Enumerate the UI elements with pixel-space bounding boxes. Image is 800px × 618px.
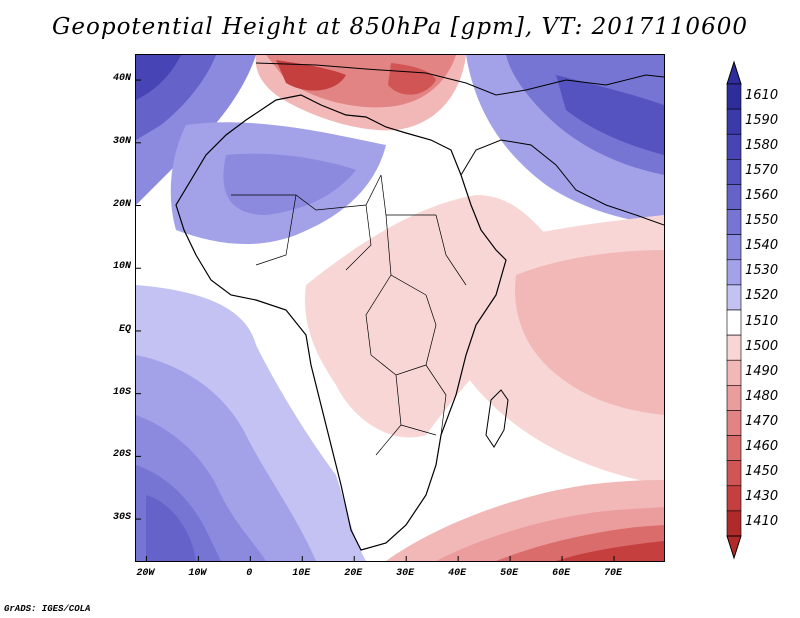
footer-credit: GrADS: IGES/COLA	[4, 604, 91, 614]
colorbar-level-label: 1540	[745, 238, 779, 254]
colorbar-swatch	[726, 184, 742, 210]
colorbar-bottom-arrow	[726, 535, 742, 560]
chart-title: Geopotential Height at 850hPa [gpm], VT:…	[52, 14, 748, 40]
field-band-asia-1570	[556, 75, 664, 155]
map-gridlines	[136, 79, 615, 561]
colorbar-swatch	[726, 435, 742, 461]
colorbar-level-label: 1610	[745, 87, 779, 103]
colorbar-swatch	[726, 485, 742, 512]
colorbar-level-label: 1470	[745, 414, 779, 429]
arabia-coastline	[460, 139, 664, 226]
colorbar-swatch	[726, 309, 742, 336]
lat-tick-label: 30S	[112, 512, 131, 524]
colorbar-swatch	[726, 209, 742, 235]
colorbar-swatch	[726, 83, 742, 110]
colorbar-swatch	[726, 334, 742, 361]
colorbar-swatch	[726, 460, 742, 487]
colorbar-level-label: 1460	[745, 439, 779, 455]
colorbar-swatch	[726, 410, 742, 436]
colorbar-level-label: 1570	[745, 162, 779, 178]
colorbar-level-label: 1560	[745, 188, 779, 203]
colorbar	[726, 60, 742, 560]
colorbar-swatch	[726, 259, 742, 286]
lon-tick-label: 60E	[552, 568, 571, 579]
africa-coastline	[175, 94, 507, 551]
lat-tick-label: 20S	[112, 449, 131, 461]
lat-tick-label: 30N	[112, 135, 131, 147]
colorbar-swatch	[726, 159, 742, 185]
colorbar-level-label: 1510	[745, 313, 779, 329]
country-borders	[231, 174, 467, 456]
lon-tick-label: 10W	[188, 568, 207, 579]
lon-tick-label: 40E	[448, 568, 467, 579]
colorbar-level-label: 1530	[745, 263, 779, 279]
field-band-nw-1580	[136, 55, 181, 100]
colorbar-swatch	[726, 234, 742, 261]
colorbar-swatch	[726, 359, 742, 386]
lon-tick-label: 30E	[396, 568, 415, 579]
lat-tick-label: 40N	[112, 73, 131, 85]
field-band-io-1490	[515, 250, 664, 415]
lon-tick-label: 10E	[292, 568, 311, 579]
colorbar-level-label: 1550	[745, 213, 779, 229]
map-plot	[136, 55, 664, 561]
field-band-sahara-1540	[223, 153, 356, 215]
lat-tick-label: EQ	[118, 323, 131, 335]
lat-tick-label: 10S	[112, 386, 131, 398]
madagascar-coastline	[485, 389, 509, 448]
colorbar-level-label: 1430	[745, 489, 779, 505]
colorbar-level-label: 1490	[745, 363, 779, 379]
colorbar-swatch	[726, 510, 742, 537]
map-panel	[135, 54, 665, 562]
field-band-so-1430	[556, 541, 664, 561]
colorbar-swatch	[726, 108, 742, 135]
colorbar-level-label: 1450	[745, 464, 779, 480]
lat-tick-label: 20N	[112, 198, 131, 210]
colorbar-level-label: 1520	[745, 288, 779, 304]
colorbar-swatch	[726, 133, 742, 160]
lat-tick-label: 10N	[112, 261, 131, 273]
field-band-1560	[146, 495, 196, 561]
colorbar-level-label: 1480	[745, 388, 779, 404]
colorbar-swatch	[726, 284, 742, 311]
colorbar-top-arrow	[726, 60, 742, 85]
lon-tick-label: 50E	[500, 568, 519, 579]
lon-tick-label: 20E	[344, 568, 363, 579]
lon-tick-label: 70E	[604, 568, 623, 579]
field-band-med-1430	[276, 60, 346, 91]
colorbar-level-label: 1500	[745, 338, 779, 354]
colorbar-level-label: 1410	[745, 514, 779, 530]
colorbar-level-label: 1590	[745, 112, 779, 128]
eurasia-coastline	[255, 62, 664, 96]
colorbar-swatch	[726, 385, 742, 411]
lon-tick-label: 20W	[136, 568, 155, 579]
lon-tick-label: 0	[246, 568, 253, 579]
colorbar-level-label: 1580	[745, 137, 779, 153]
